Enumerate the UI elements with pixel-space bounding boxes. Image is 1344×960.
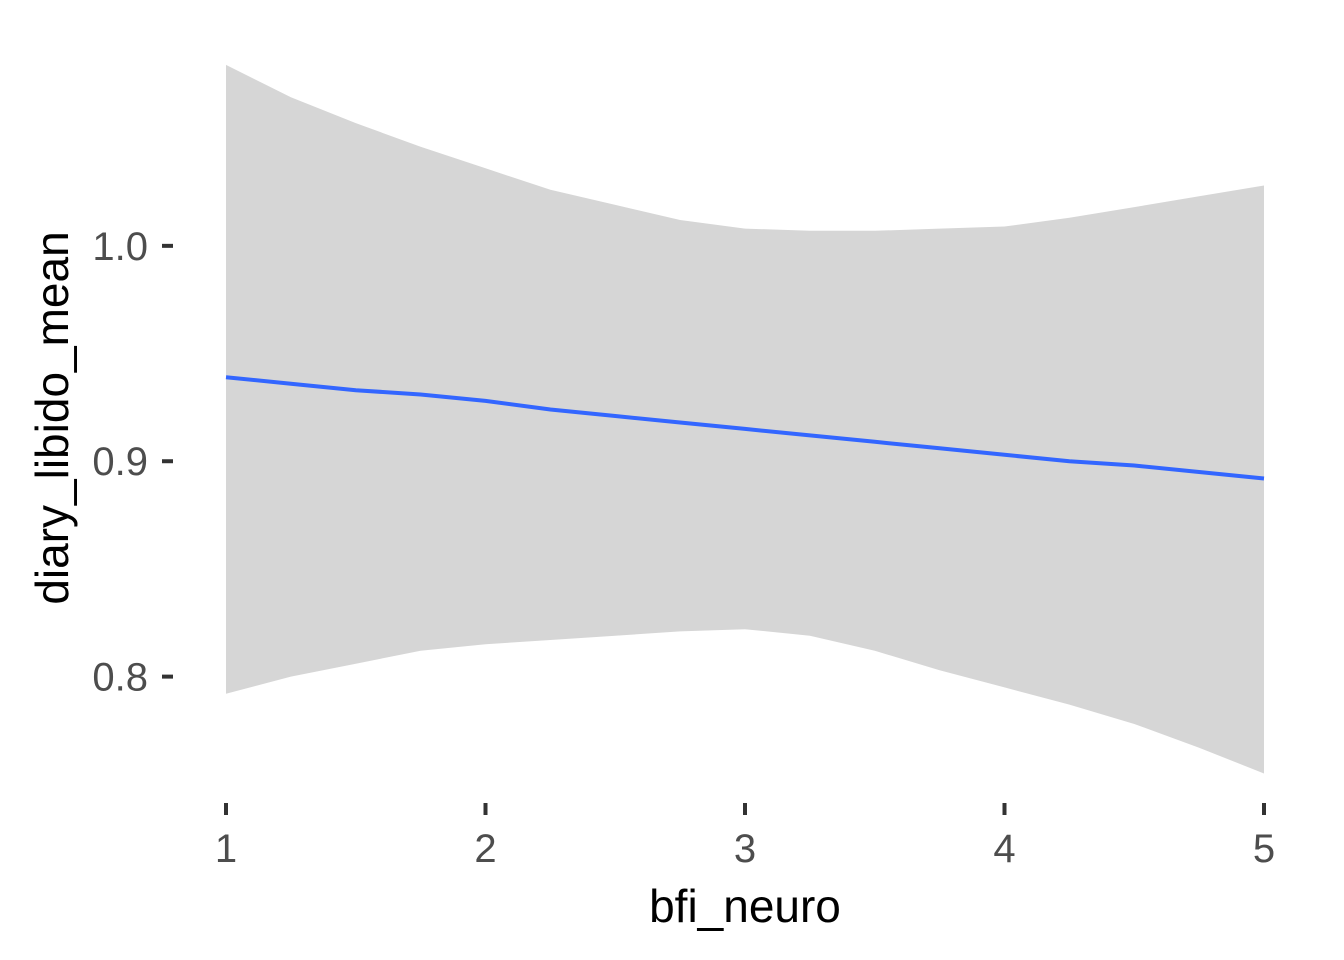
- y-tick-label: 0.8: [92, 656, 148, 700]
- x-axis-title: bfi_neuro: [649, 880, 841, 932]
- y-axis: 0.8 0.9 1.0: [92, 225, 173, 700]
- fit-line: [225, 375, 1265, 481]
- y-tick-label: 1.0: [92, 225, 148, 269]
- x-tick-label: 4: [993, 827, 1015, 871]
- x-tick-label: 1: [215, 827, 237, 871]
- x-tick-label: 3: [734, 827, 756, 871]
- x-tick-label: 5: [1253, 827, 1275, 871]
- y-axis-title: diary_libido_mean: [26, 231, 78, 604]
- confidence-band: [226, 64, 1264, 774]
- x-axis: 1 2 3 4 5: [215, 803, 1275, 871]
- y-tick-label: 0.9: [92, 440, 148, 484]
- x-tick-label: 2: [474, 827, 496, 871]
